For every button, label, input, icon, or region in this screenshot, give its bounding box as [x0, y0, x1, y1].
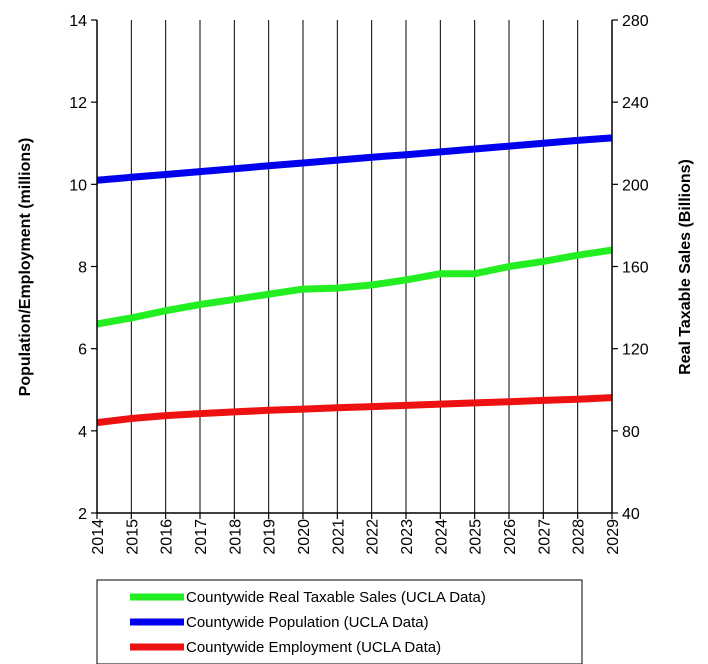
- series-line: [96, 246, 613, 328]
- right-tick-label: 280: [622, 13, 649, 30]
- x-tick-label: 2027: [536, 519, 553, 555]
- right-tick-label: 80: [622, 424, 640, 441]
- gridlines: [130, 20, 579, 513]
- x-tick-label: 2029: [605, 519, 622, 555]
- x-tick-label: 2021: [330, 519, 347, 555]
- right-axis-title: Real Taxable Sales (Billions): [677, 159, 694, 375]
- x-tick-label: 2026: [502, 519, 519, 555]
- right-tick-label: 240: [622, 95, 649, 112]
- x-tick-label: 2023: [399, 519, 416, 555]
- x-tick-label: 2024: [433, 519, 450, 555]
- x-axis-ticks: 2014 2015 2016 2017 2018 2019 2020 2021 2022 2023…: [90, 513, 622, 555]
- left-tick-label: 4: [78, 424, 87, 441]
- right-axis-ticks: 40 80 120 160 200 240 280: [612, 13, 649, 523]
- x-tick-label: 2028: [571, 519, 588, 555]
- left-tick-label: 10: [69, 177, 87, 194]
- right-tick-label: 40: [622, 506, 640, 523]
- x-tick-label: 2025: [468, 519, 485, 555]
- legend-label: Countywide Real Taxable Sales (UCLA Data…: [186, 589, 486, 606]
- left-tick-label: 2: [78, 506, 87, 523]
- left-tick-label: 14: [69, 13, 87, 30]
- right-tick-label: 160: [622, 260, 649, 277]
- x-tick-label: 2016: [159, 519, 176, 555]
- axes: [96, 20, 613, 514]
- x-tick-label: 2018: [227, 519, 244, 555]
- x-tick-label: 2014: [90, 519, 107, 555]
- x-tick-label: 2019: [262, 519, 279, 555]
- left-axis-ticks: 2 4 6 8 10 12 14: [69, 13, 97, 523]
- right-tick-label: 200: [622, 177, 649, 194]
- right-tick-label: 120: [622, 342, 649, 359]
- x-tick-label: 2015: [124, 519, 141, 555]
- series-line: [96, 394, 613, 427]
- x-tick-label: 2022: [365, 519, 382, 555]
- left-tick-label: 8: [78, 260, 87, 277]
- legend-label: Countywide Employment (UCLA Data): [186, 639, 441, 656]
- left-tick-label: 12: [69, 95, 87, 112]
- series-lines: [96, 134, 613, 427]
- x-tick-label: 2017: [193, 519, 210, 555]
- left-axis-title: Population/Employment (millions): [17, 138, 34, 397]
- series-line: [96, 134, 613, 184]
- legend-label: Countywide Population (UCLA Data): [186, 614, 429, 631]
- left-tick-label: 6: [78, 342, 87, 359]
- legend: Countywide Real Taxable Sales (UCLA Data…: [96, 579, 583, 664]
- x-tick-label: 2020: [296, 519, 313, 555]
